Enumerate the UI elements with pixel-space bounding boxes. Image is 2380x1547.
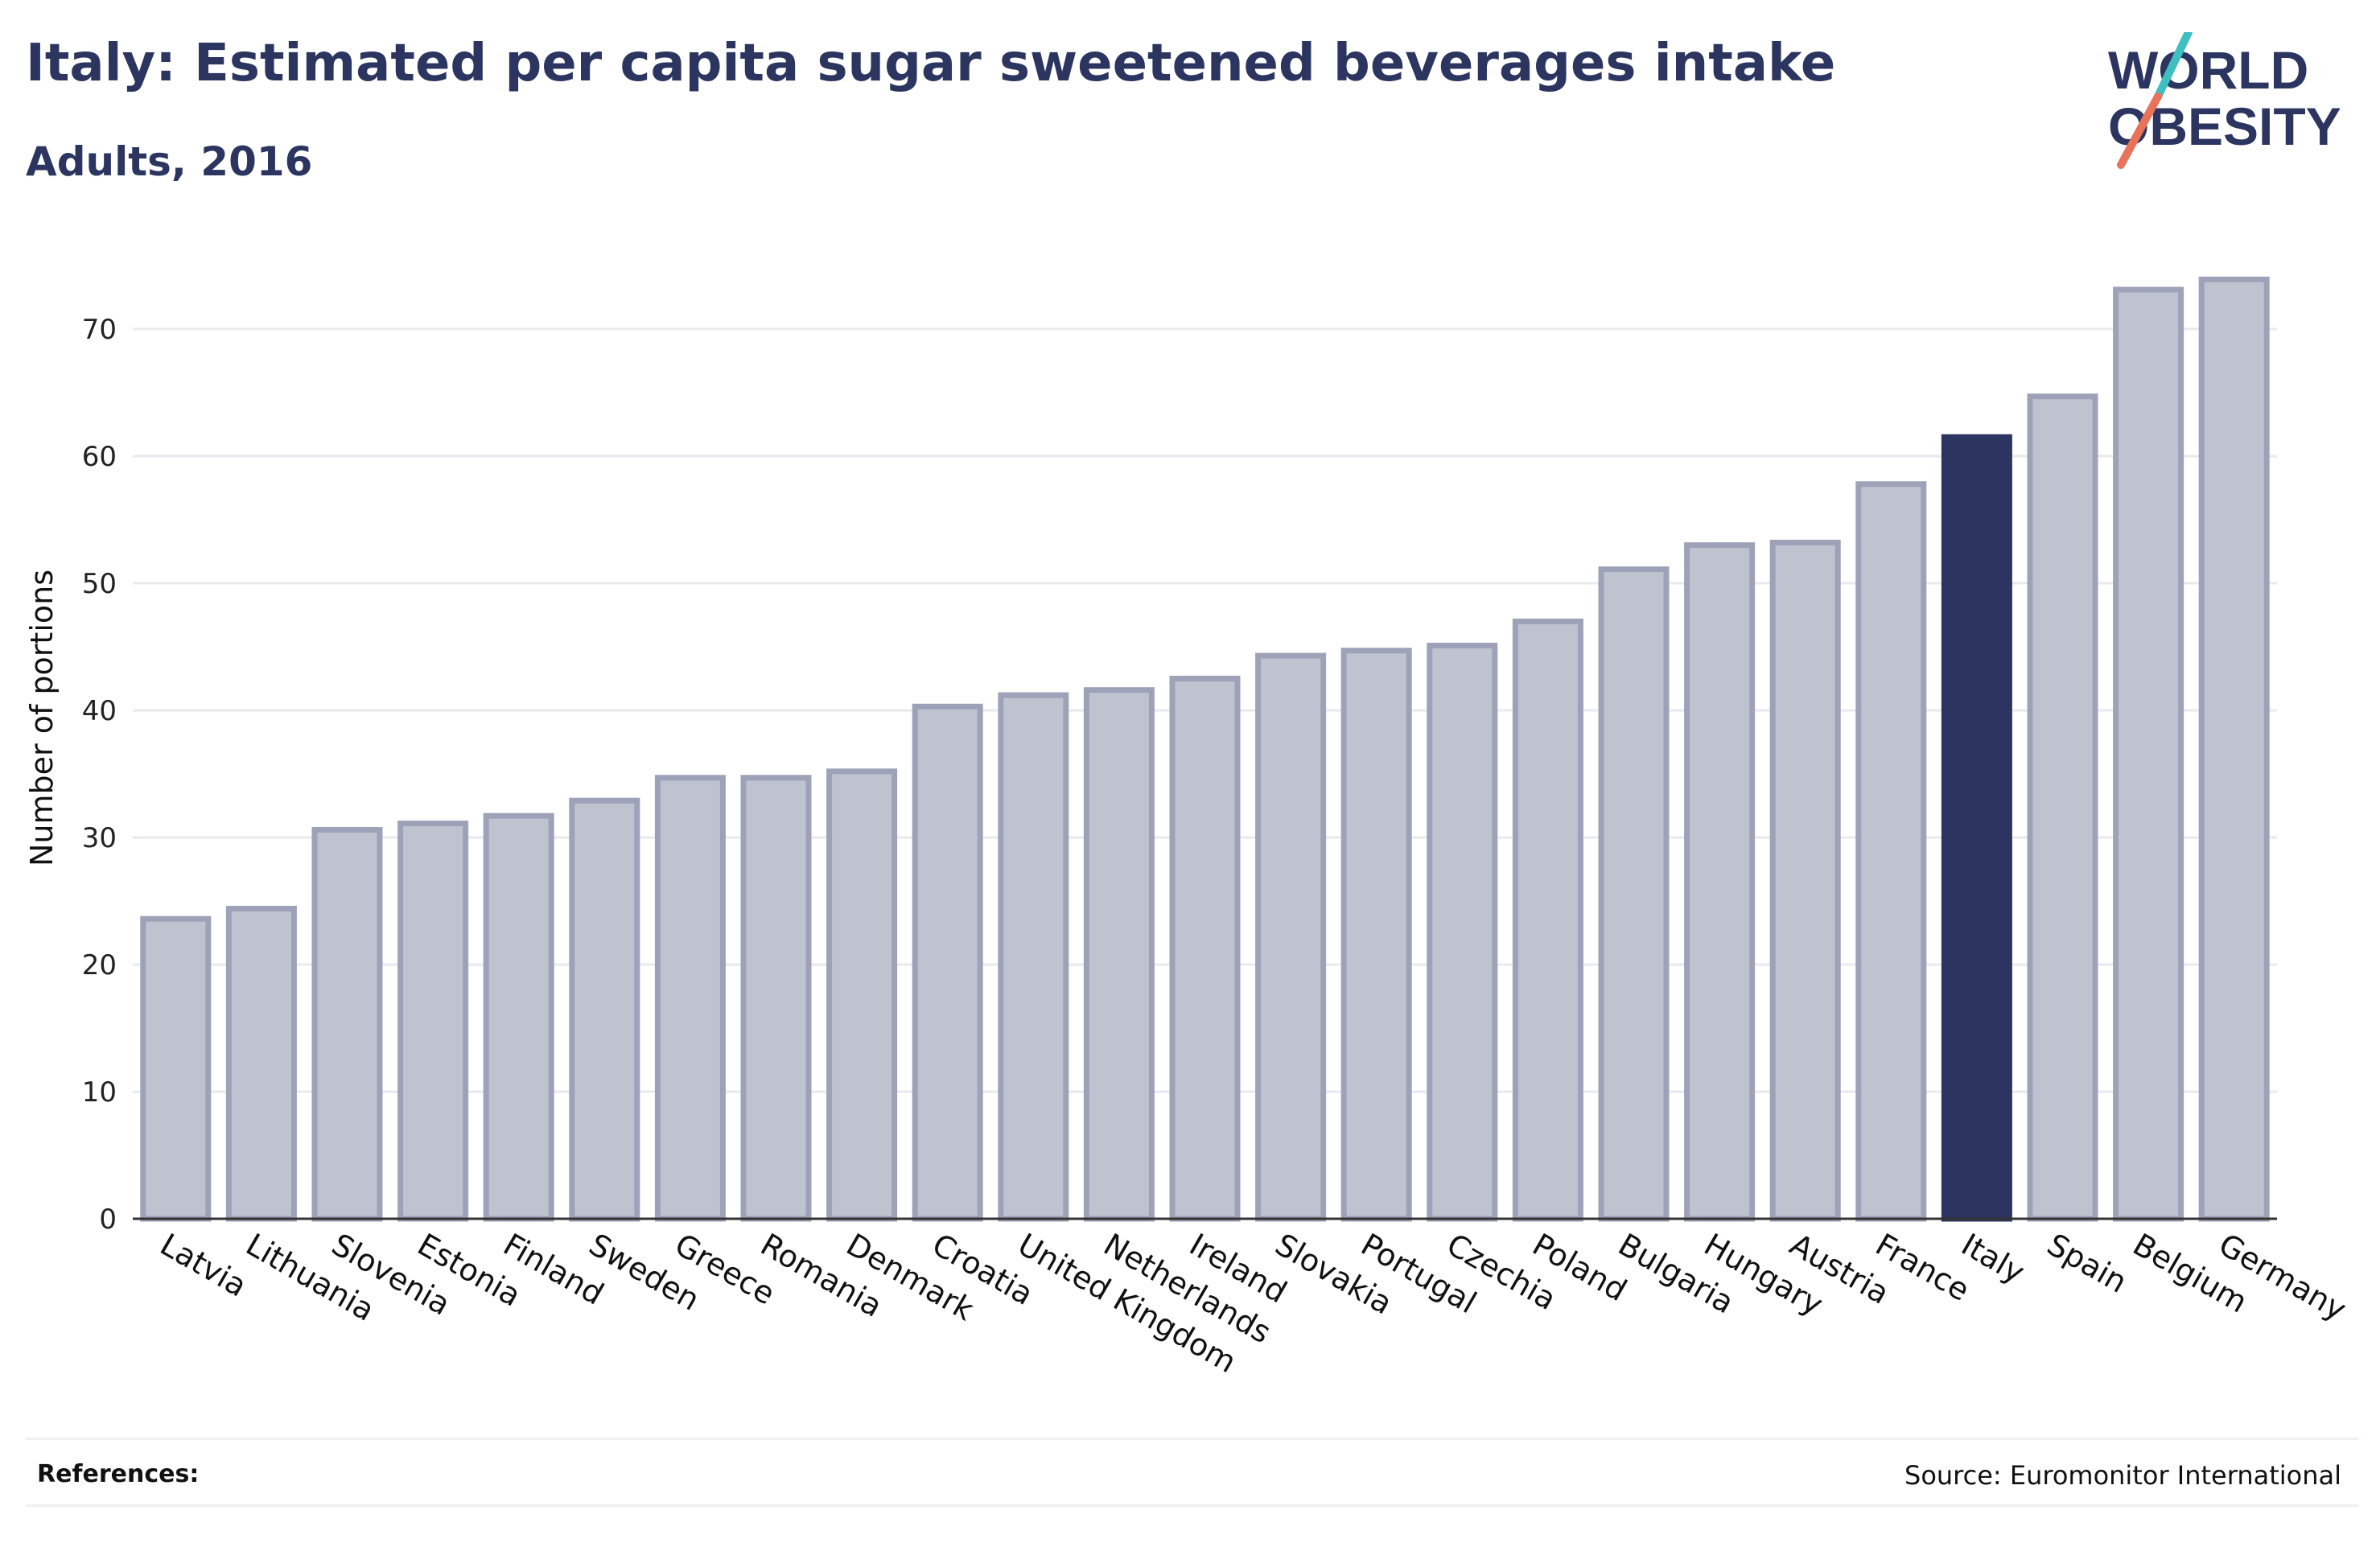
bars	[140, 276, 2270, 1222]
bar-slovenia	[311, 827, 383, 1222]
bar-france	[1855, 481, 1927, 1222]
y-tick-label: 50	[82, 568, 117, 600]
bar-austria	[1769, 539, 1841, 1222]
chart-title: Italy: Estimated per capita sugar sweete…	[26, 34, 1836, 93]
y-tick-label: 70	[82, 314, 117, 346]
bar-italy	[1941, 434, 2012, 1222]
bar-croatia	[912, 703, 983, 1222]
y-tick-label: 10	[82, 1076, 117, 1109]
bar-lithuania	[225, 905, 297, 1222]
bar-spain	[2027, 393, 2098, 1222]
x-tick-label: Latvia	[154, 1227, 253, 1304]
bar-hungary	[1684, 542, 1756, 1222]
logo-slash-teal	[2154, 32, 2193, 101]
bar-belgium	[2113, 286, 2184, 1222]
y-tick-label: 30	[82, 822, 117, 854]
bar-united-kingdom	[998, 692, 1069, 1222]
source-note: Source: Euromonitor International	[1904, 1460, 2341, 1491]
y-axis-ticks: 0 10 20 30 40 50 60 70	[82, 314, 117, 1236]
bar-netherlands	[1083, 687, 1155, 1222]
bar-greece	[654, 775, 726, 1222]
chart-subtitle: Adults, 2016	[26, 138, 313, 185]
bar-denmark	[826, 768, 898, 1222]
y-tick-label: 20	[82, 949, 117, 981]
bar-ireland	[1169, 676, 1241, 1222]
logo-word-obesity: OBESITY	[2108, 97, 2341, 156]
y-tick-label: 40	[82, 695, 117, 727]
logo-slash-coral	[2117, 93, 2162, 169]
y-tick-label: 0	[99, 1203, 117, 1236]
footer-divider-top	[26, 1438, 2359, 1440]
bar-latvia	[140, 915, 212, 1222]
y-axis-title: Number of portions	[24, 570, 60, 866]
logo-word-world: WORLD	[2108, 40, 2308, 100]
references-label: References:	[37, 1460, 200, 1488]
bar-estonia	[397, 821, 469, 1222]
bar-poland	[1512, 618, 1583, 1222]
bar-finland	[483, 813, 554, 1222]
bar-germany	[2198, 276, 2270, 1222]
bar-bulgaria	[1598, 566, 1670, 1222]
bar-slovakia	[1255, 652, 1327, 1222]
bar-chart: 0 10 20 30 40 50 60 70 LatviaLithuaniaSloveniaE…	[24, 276, 2353, 1380]
bar-romania	[740, 775, 812, 1222]
y-tick-label: 60	[82, 441, 117, 473]
x-tick-label: Spain	[2041, 1227, 2133, 1300]
world-obesity-logo: WORLD OBESITY	[2108, 32, 2341, 169]
x-axis-ticks: LatviaLithuaniaSloveniaEstoniaFinlandSwe…	[154, 1227, 2353, 1380]
bar-sweden	[569, 797, 640, 1222]
bar-czechia	[1427, 642, 1498, 1222]
bar-portugal	[1340, 648, 1412, 1222]
footer-divider-bottom	[26, 1504, 2359, 1507]
